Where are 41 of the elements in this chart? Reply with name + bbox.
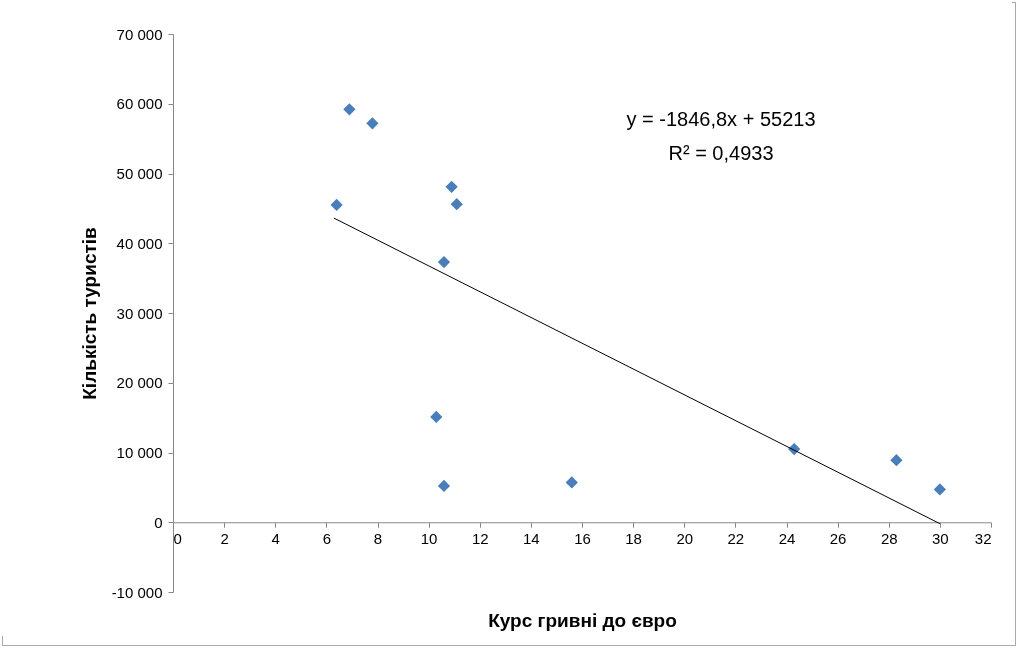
x-tick-label: 12 bbox=[471, 529, 489, 547]
point bbox=[437, 479, 451, 493]
point bbox=[450, 198, 463, 211]
y-tick-label: 0 bbox=[154, 513, 163, 531]
point bbox=[366, 117, 379, 130]
y-axis-title: Кількість туристів bbox=[78, 227, 100, 400]
x-tick-label: 32 bbox=[974, 529, 992, 547]
x-tick-label: 14 bbox=[523, 529, 540, 547]
x-tick-label: 20 bbox=[676, 529, 694, 547]
point bbox=[933, 483, 946, 496]
x-tick-label: 4 bbox=[271, 529, 280, 547]
x-axis-title: Курс гривні до євро bbox=[488, 609, 677, 631]
point bbox=[437, 255, 451, 269]
x-tick-label: 16 bbox=[574, 529, 591, 547]
x-tick-label: 28 bbox=[880, 529, 898, 547]
annotation: R² = 0,4933 bbox=[668, 142, 774, 164]
y-tick-label: 10 000 bbox=[116, 444, 163, 461]
point bbox=[430, 410, 443, 424]
x-tick-label: 18 bbox=[625, 529, 642, 547]
x-tick-label: 24 bbox=[778, 529, 796, 547]
x-tick-label: 2 bbox=[220, 529, 229, 547]
y-tick-label: 60 000 bbox=[116, 95, 163, 113]
y-tick-label: 20 000 bbox=[116, 374, 163, 392]
point bbox=[330, 198, 343, 212]
x-tick-label: 22 bbox=[727, 529, 745, 547]
x-tick-label: 30 bbox=[932, 529, 949, 547]
x-tick-label: 8 bbox=[373, 529, 383, 547]
x-tick-label: 26 bbox=[829, 529, 847, 547]
point bbox=[890, 454, 903, 467]
point bbox=[565, 476, 578, 489]
y-tick-label: 30 000 bbox=[116, 304, 163, 322]
x-tick-label: 6 bbox=[322, 529, 332, 547]
y-tick-label: -10 000 bbox=[111, 583, 163, 601]
y-tick-label: 70 000 bbox=[116, 25, 163, 43]
point bbox=[445, 180, 458, 193]
x-tick-label: 0 bbox=[173, 529, 182, 547]
point bbox=[343, 103, 356, 116]
annotation: y = -1846,8x + 55213 bbox=[626, 108, 816, 130]
x-tick-label: 10 bbox=[420, 529, 438, 547]
y-tick-label: 50 000 bbox=[116, 165, 163, 182]
y-tick-label: 40 000 bbox=[116, 234, 163, 252]
